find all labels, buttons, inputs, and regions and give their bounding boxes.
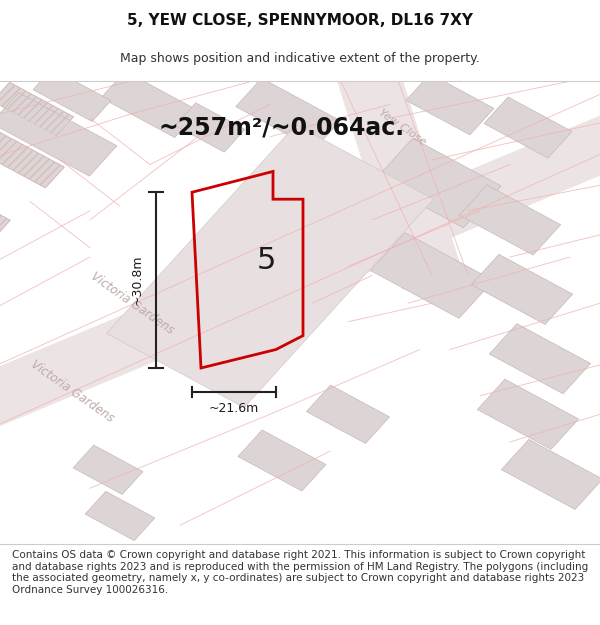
- Text: Yew Close: Yew Close: [377, 107, 427, 148]
- Polygon shape: [0, 181, 10, 241]
- Polygon shape: [484, 97, 572, 158]
- Polygon shape: [375, 138, 501, 228]
- Polygon shape: [238, 430, 326, 491]
- Polygon shape: [307, 385, 389, 443]
- Polygon shape: [0, 82, 74, 136]
- Text: 5: 5: [257, 246, 277, 274]
- Text: ~257m²/~0.064ac.: ~257m²/~0.064ac.: [159, 116, 405, 139]
- Polygon shape: [472, 254, 572, 324]
- Text: ~21.6m: ~21.6m: [209, 402, 259, 415]
- Text: 5, YEW CLOSE, SPENNYMOOR, DL16 7XY: 5, YEW CLOSE, SPENNYMOOR, DL16 7XY: [127, 12, 473, 28]
- Text: Victoria Gardens: Victoria Gardens: [88, 270, 176, 337]
- Polygon shape: [406, 74, 494, 135]
- Polygon shape: [460, 185, 560, 255]
- Polygon shape: [371, 232, 493, 318]
- Text: ~30.8m: ~30.8m: [130, 255, 143, 306]
- Polygon shape: [0, 92, 117, 176]
- Polygon shape: [478, 379, 578, 449]
- Polygon shape: [85, 491, 155, 541]
- Polygon shape: [33, 69, 111, 121]
- Polygon shape: [0, 127, 64, 188]
- Polygon shape: [175, 103, 245, 152]
- Polygon shape: [0, 91, 600, 451]
- Text: Map shows position and indicative extent of the property.: Map shows position and indicative extent…: [120, 52, 480, 65]
- Polygon shape: [107, 125, 433, 408]
- Polygon shape: [502, 439, 600, 509]
- Polygon shape: [490, 324, 590, 394]
- Polygon shape: [236, 78, 340, 149]
- Text: Contains OS data © Crown copyright and database right 2021. This information is : Contains OS data © Crown copyright and d…: [12, 550, 588, 595]
- Text: Victoria Gardens: Victoria Gardens: [28, 357, 116, 424]
- Polygon shape: [73, 445, 143, 494]
- Polygon shape: [330, 58, 468, 289]
- Polygon shape: [101, 71, 199, 138]
